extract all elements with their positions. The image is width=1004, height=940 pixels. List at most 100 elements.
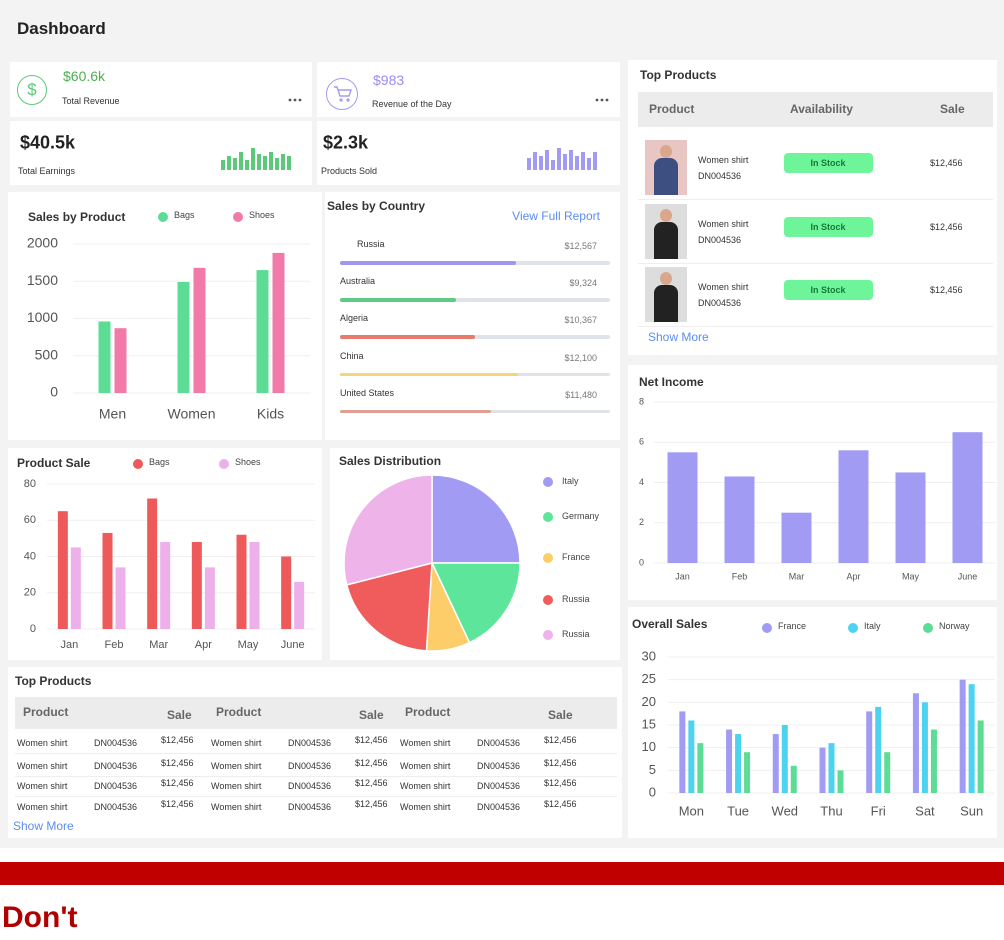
product-image (645, 140, 687, 195)
y-tick-label: 80 (24, 478, 36, 490)
bar (837, 770, 844, 793)
bar (57, 511, 68, 629)
bar (249, 542, 260, 629)
bar (98, 321, 111, 393)
x-tick-label: Sun (960, 803, 983, 818)
stock-label: In Stock (810, 221, 846, 232)
legend-label: Shoes (249, 210, 275, 220)
table-cell: $12,456 (544, 799, 577, 809)
table-card: Top Products Product Sale Product Sale Produc… (8, 667, 622, 838)
country-value: $9,324 (569, 278, 597, 289)
link[interactable]: View Full Report (512, 209, 600, 223)
chart-svg (288, 98, 302, 102)
table-cell: DN004536 (94, 781, 138, 791)
table-cell: $12,456 (161, 778, 194, 788)
table-cell: $12,456 (355, 799, 388, 809)
page-title: Dashboard (17, 19, 106, 38)
chart-title: Net Income (639, 375, 704, 389)
row-separator (15, 753, 617, 754)
product-image (645, 203, 687, 259)
table-cell: Women shirt (17, 802, 68, 812)
stock-pill (784, 216, 873, 237)
y-tick-label: 20 (642, 694, 656, 709)
x-tick-label: Apr (195, 639, 212, 651)
x-tick-label: Apr (846, 571, 860, 581)
figure-head (660, 208, 672, 222)
y-tick-label: 0 (50, 384, 58, 400)
legend-label: Italy (562, 476, 579, 486)
menu-dot (605, 98, 609, 102)
menu-dot (600, 98, 604, 102)
spark-bar (527, 158, 531, 170)
bar (921, 702, 928, 793)
stat-card: $ $60.6k Total Revenue (10, 62, 312, 117)
chart-svg (527, 148, 597, 170)
bar (272, 252, 285, 393)
y-tick-label: 1500 (27, 272, 58, 288)
x-tick-label: Mar (789, 571, 805, 581)
icon-circle (17, 75, 47, 105)
x-tick-label: Jan (60, 639, 78, 651)
chart-card: Net Income 0 2 4 6 8 Jan Feb Mar Apr May June (628, 365, 997, 600)
bar (688, 720, 695, 793)
stat-card: $983 Revenue of the Day (317, 62, 620, 117)
table-cell: DN004536 (477, 738, 521, 748)
bar (781, 725, 788, 793)
chart-svg (334, 86, 352, 102)
table-cell: DN004536 (288, 802, 332, 812)
menu-dot (293, 98, 297, 102)
table-cell: DN004536 (477, 761, 521, 771)
product-name: Women shirt (698, 155, 749, 165)
product-code: DN004536 (698, 234, 742, 245)
stock-label: In Stock (810, 158, 846, 168)
table-cell: DN004536 (94, 802, 138, 812)
spark-bar (581, 152, 585, 170)
chart-title: Overall Sales (632, 617, 708, 631)
chart-svg: 0 500 1000 1500 2000 Men Women Kids (27, 235, 310, 422)
x-tick-label: Women (168, 406, 216, 422)
red-band (0, 862, 1004, 885)
spark-bar (257, 154, 261, 170)
country-value: $12,567 (564, 241, 597, 251)
stat-value: $40.5k (20, 132, 76, 153)
stat-card: $2.3k Products Sold (317, 121, 620, 185)
table-cell: DN004536 (288, 781, 332, 791)
y-tick-label: 5 (649, 762, 656, 777)
column-header: Sale (548, 708, 573, 722)
legend-dot (762, 623, 772, 633)
table-cell: Women shirt (211, 738, 262, 748)
column-header: Product (216, 705, 262, 719)
bar (193, 267, 206, 393)
table-cell: $12,456 (355, 758, 388, 768)
pie-slice (343, 474, 433, 586)
show-more[interactable]: Show More (13, 819, 74, 833)
bar (236, 534, 247, 629)
legend-label: Shoes (235, 457, 261, 467)
bar (895, 472, 926, 563)
icon-glyph: $ (27, 80, 37, 99)
stat-value: $2.3k (323, 132, 369, 153)
pie-slice (430, 562, 521, 644)
stat-label: Total Revenue (62, 96, 120, 106)
y-tick-label: 0 (30, 623, 36, 635)
column-header: Product (23, 705, 69, 719)
y-tick-label: 1000 (27, 309, 58, 325)
bar (667, 452, 698, 563)
table-cell: Women shirt (17, 761, 68, 771)
spark-bar (563, 154, 567, 170)
y-tick-label: 40 (24, 550, 36, 562)
row-separator (15, 796, 617, 797)
show-more[interactable]: Show More (648, 330, 709, 344)
spark-bar (287, 156, 291, 170)
card-title: Top Products (640, 68, 717, 82)
legend-dot (133, 459, 143, 469)
figure-body (654, 221, 678, 259)
stat-label: Revenue of the Day (372, 99, 452, 109)
bar (697, 743, 704, 793)
y-tick-label: 60 (24, 514, 36, 526)
y-tick-label: 8 (639, 396, 644, 406)
x-tick-label: Mar (149, 639, 168, 651)
table-header (638, 92, 993, 127)
spark-bar (275, 158, 279, 170)
x-tick-label: Sat (915, 803, 935, 818)
